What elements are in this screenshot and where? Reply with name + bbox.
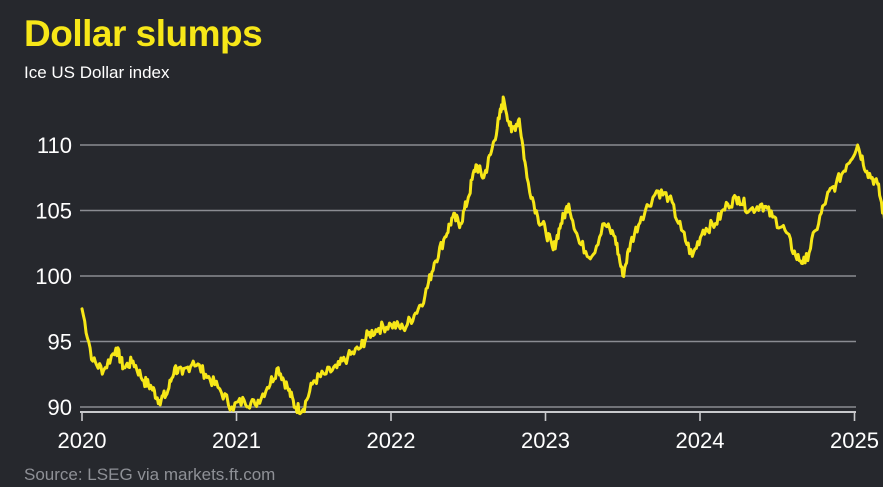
line-layer bbox=[80, 95, 883, 416]
y-tick-label-105: 105 bbox=[35, 199, 72, 224]
x-tick-label-2022: 2022 bbox=[367, 428, 416, 453]
y-tick-label-100: 100 bbox=[35, 264, 72, 289]
x-tick-label-2023: 2023 bbox=[521, 428, 570, 453]
chart: 90 95 100 105 110 2020 2021 2022 2023 2024 2025 bbox=[35, 95, 883, 453]
x-tick-label-2024: 2024 bbox=[676, 428, 725, 453]
series-line-dollar-index bbox=[80, 95, 883, 416]
y-tick-label-110: 110 bbox=[37, 133, 72, 158]
y-tick-label-90: 90 bbox=[48, 395, 72, 420]
chart-subtitle: Ice US Dollar index bbox=[24, 63, 170, 82]
x-tick-label-2020: 2020 bbox=[58, 428, 107, 453]
chart-source: Source: LSEG via markets.ft.com bbox=[24, 465, 276, 484]
x-tick-label-2021: 2021 bbox=[212, 428, 261, 453]
grid-layer: 90 95 100 105 110 bbox=[35, 133, 856, 420]
x-tick-label-2025: 2025 bbox=[830, 428, 879, 453]
chart-title: Dollar slumps bbox=[24, 13, 263, 54]
y-tick-label-95: 95 bbox=[48, 330, 72, 355]
x-axis: 2020 2021 2022 2023 2024 2025 bbox=[58, 411, 879, 453]
